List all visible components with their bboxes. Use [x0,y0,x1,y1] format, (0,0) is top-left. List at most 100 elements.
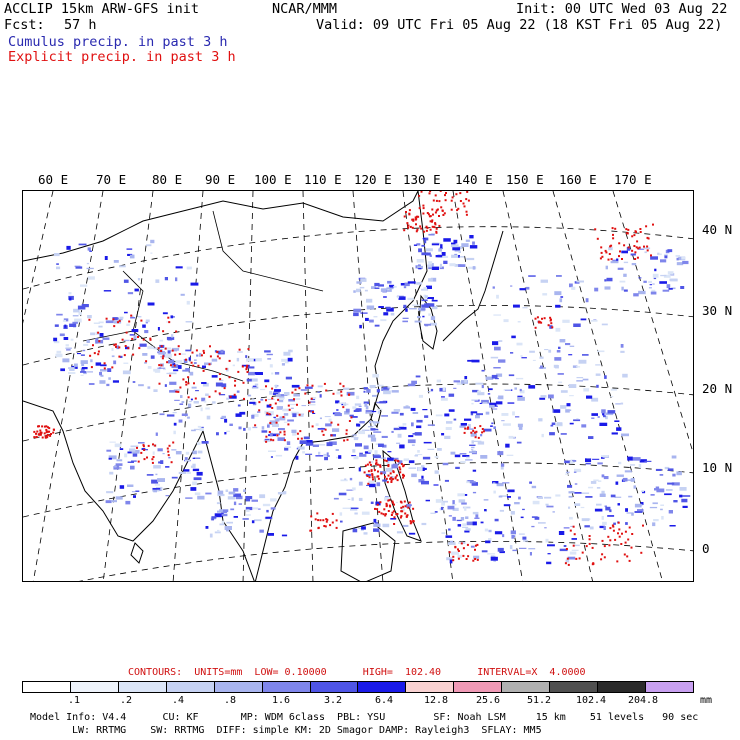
precip-cell [496,294,499,299]
precip-cell [324,416,331,418]
precip-cell [259,529,264,533]
precip-cell [167,316,170,319]
precip-cell [332,428,340,432]
precip-cell [473,426,476,429]
precip-cell [423,287,427,290]
precip-cell [453,387,457,389]
precip-cell [382,513,385,516]
precip-cell [72,315,79,317]
precip-cell [171,334,174,338]
precip-cell [493,367,501,369]
precip-cell [551,326,554,329]
precip-cell [391,511,394,514]
precip-cell [233,393,236,396]
precip-cell [460,423,467,426]
precip-cell [565,548,568,550]
precip-cell [541,433,544,438]
precip-cell [390,518,397,520]
precip-cell [591,546,594,549]
precip-cell [112,380,119,383]
precip-cell [160,350,163,352]
precip-cell [626,555,629,558]
init-time: Init: 00 UTC Wed 03 Aug 22 [516,1,728,17]
precip-cell [610,494,616,498]
precip-cell [601,539,604,542]
precip-cell [472,559,475,562]
precip-cell [627,479,632,481]
japan-coastline [442,230,504,342]
precip-cell [518,426,523,430]
precip-cell [559,298,563,303]
precip-cell [54,324,59,327]
precip-cell [462,542,466,544]
precip-cell [446,557,453,561]
precip-cell [300,437,303,440]
precip-cell [468,266,477,269]
precip-cell [588,538,591,541]
precip-cell [485,376,494,380]
precip-cell [142,445,145,448]
precip-cell [438,248,442,252]
precip-cell [404,512,407,515]
precip-cell [452,516,456,521]
precip-cell [271,372,274,375]
precip-cell [98,340,101,343]
precip-cell [420,227,423,230]
precip-cell [426,285,432,289]
precip-cell [386,287,394,290]
legend-swatch [454,682,503,692]
precip-cell [633,234,636,237]
precip-cell [97,331,100,334]
precip-cell [554,357,562,361]
precip-cell [531,516,538,518]
precip-cell [633,245,636,247]
precip-cell [391,500,394,503]
precip-cell [511,535,515,539]
precip-cell [150,239,155,244]
precip-cell [616,474,624,477]
precip-cell [371,286,376,289]
precip-cell [245,514,251,516]
precip-cell [69,323,77,327]
precip-cell [291,411,299,415]
precip-cell [403,304,407,309]
precip-cell [53,428,55,431]
precip-cell [113,260,119,263]
precip-cell [192,468,200,472]
precip-cell [251,386,259,389]
precip-cell [350,507,359,509]
precip-cell [339,382,342,385]
precip-cell [295,455,299,460]
precip-cell [237,370,240,373]
precip-cell [387,474,390,477]
precip-cell [545,503,549,506]
precip-cell [153,465,161,469]
precip-cell [347,498,351,500]
precip-cell [385,288,392,292]
lon-label: 60 E [38,172,69,187]
precip-cell [457,255,460,258]
precip-cell [385,502,388,505]
precip-cell [312,411,314,414]
precip-cell [375,462,377,465]
precip-cell [317,428,326,430]
precip-cell [673,500,678,503]
precip-cell [467,359,473,362]
precip-cell [131,491,136,493]
precip-cell [385,306,391,308]
precip-cell [214,531,221,534]
precip-cell [70,338,74,341]
precip-cell [493,490,496,494]
legend-swatch [502,682,551,692]
precip-cell [474,544,477,547]
precip-cell [108,377,111,380]
precip-cell [624,470,632,473]
precip-cell [457,557,460,560]
precip-cell [137,336,139,338]
precip-cell [324,456,328,461]
precip-cell [147,444,150,447]
precip-cell [370,469,373,472]
precip-cell [610,261,619,264]
precip-cell [476,543,479,546]
precip-cell [672,473,676,477]
